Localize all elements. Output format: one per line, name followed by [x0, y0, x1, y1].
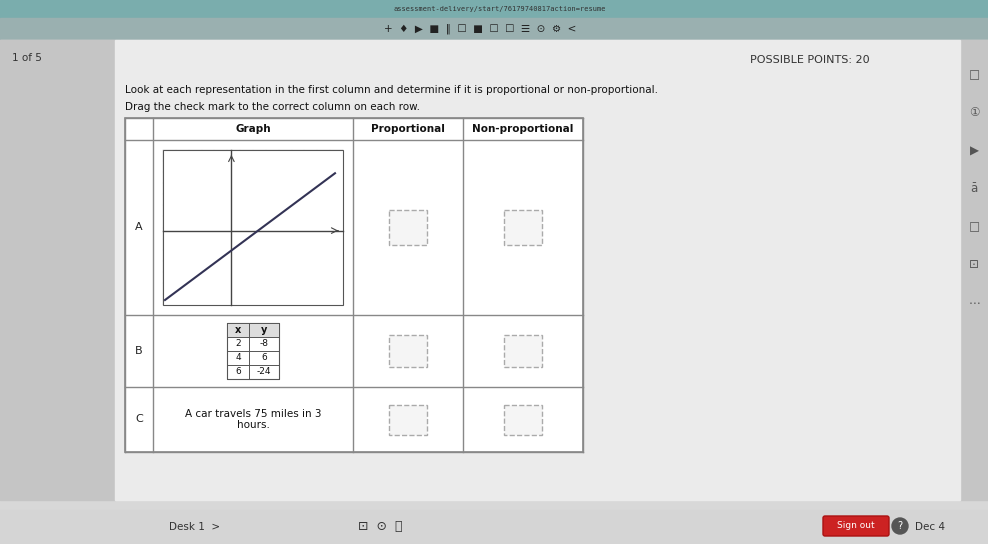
Bar	[227, 323, 279, 379]
Bar	[227, 323, 279, 337]
Text: 6: 6	[235, 368, 241, 376]
Text: 6: 6	[261, 354, 267, 362]
Text: A car travels 75 miles in 3
hours.: A car travels 75 miles in 3 hours.	[185, 409, 321, 430]
Text: B: B	[135, 346, 143, 356]
Text: ▶: ▶	[969, 145, 978, 158]
Text: Desk 1  >: Desk 1 >	[169, 522, 220, 532]
Bar	[504, 335, 542, 367]
Bar	[0, 18, 988, 40]
Bar	[960, 40, 988, 500]
Text: y: y	[261, 325, 267, 335]
Text: x: x	[235, 325, 241, 335]
FancyBboxPatch shape	[823, 516, 889, 536]
Text: POSSIBLE POINTS: 20: POSSIBLE POINTS: 20	[750, 55, 870, 65]
Text: ①: ①	[969, 107, 979, 120]
Text: assessment-delivery/start/76179740817action=resume: assessment-delivery/start/76179740817act…	[394, 6, 607, 12]
Text: □: □	[968, 220, 979, 233]
Text: Dec 4: Dec 4	[915, 522, 945, 532]
Bar	[125, 118, 583, 452]
Text: -8: -8	[260, 339, 269, 349]
Text: □: □	[968, 69, 979, 82]
Bar	[0, 40, 115, 500]
Text: 4: 4	[235, 354, 241, 362]
Bar	[115, 40, 960, 500]
Circle shape	[892, 518, 908, 534]
Text: ?: ?	[897, 521, 903, 531]
Text: ⋯: ⋯	[968, 296, 980, 310]
Text: +  ♦  ▶  ■  ‖  ☐  ■  ☐  ☐  ☰  ⊙  ⚙  <: + ♦ ▶ ■ ‖ ☐ ■ ☐ ☐ ☰ ⊙ ⚙ <	[383, 24, 576, 34]
Text: 1 of 5: 1 of 5	[12, 53, 41, 63]
Text: Non-proportional: Non-proportional	[472, 124, 574, 134]
Bar	[389, 210, 427, 245]
Text: Proportional: Proportional	[371, 124, 445, 134]
Text: C: C	[135, 415, 143, 424]
Text: Drag the check mark to the correct column on each row.: Drag the check mark to the correct colum…	[125, 102, 420, 112]
Text: ā: ā	[970, 182, 977, 195]
Bar	[504, 405, 542, 435]
Bar	[389, 335, 427, 367]
Text: Sign out: Sign out	[837, 522, 874, 530]
Text: Graph: Graph	[235, 124, 271, 134]
Text: ⊡  ⊙  🌐: ⊡ ⊙ 🌐	[358, 521, 402, 534]
Text: Look at each representation in the first column and determine if it is proportio: Look at each representation in the first…	[125, 85, 658, 95]
Bar	[504, 210, 542, 245]
Text: A: A	[135, 222, 143, 232]
Bar	[0, 0, 988, 18]
Bar	[389, 405, 427, 435]
Bar	[0, 510, 988, 544]
Bar	[163, 150, 343, 305]
Text: -24: -24	[257, 368, 272, 376]
Text: ⊡: ⊡	[969, 258, 979, 271]
Text: 2: 2	[235, 339, 241, 349]
